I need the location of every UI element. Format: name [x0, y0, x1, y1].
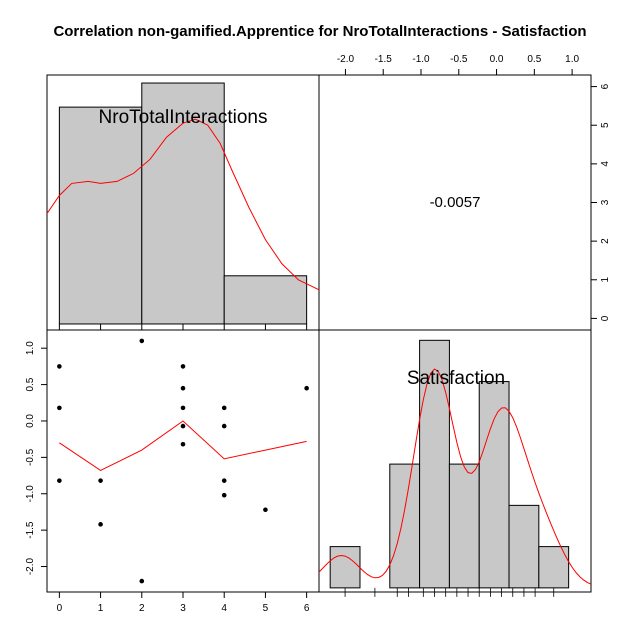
- panel-bottom-left-frame: [46, 329, 320, 593]
- x-tick-label: 0.0: [490, 54, 504, 65]
- scatter-point: [180, 364, 186, 369]
- x-tick-label: 4: [221, 603, 227, 614]
- y-tick-label: -1.5: [25, 521, 36, 539]
- y-tick-label: -2.0: [25, 557, 36, 575]
- y-tick-label: 1.0: [25, 341, 36, 355]
- x-tick-label: 0: [57, 603, 63, 614]
- histogram-bar: [389, 463, 421, 589]
- x-tick-label: -0.5: [450, 54, 468, 65]
- x-tick-label: 3: [180, 603, 186, 614]
- y-tick-label: 6: [600, 83, 611, 89]
- x-tick-label: 5: [263, 603, 269, 614]
- histogram-bar: [478, 381, 510, 589]
- satisfaction-variable-label: Satisfaction: [407, 368, 505, 389]
- histogram-satisfaction-bars: [329, 339, 570, 589]
- scatter-point: [221, 478, 227, 483]
- y-tick-label: 4: [600, 161, 611, 167]
- y-tick-label: -1.0: [25, 485, 36, 503]
- y-tick-label: 0.5: [25, 377, 36, 391]
- x-tick-label: -1.5: [375, 54, 393, 65]
- y-tick-label: 2: [600, 238, 611, 244]
- x-tick-label: -2.0: [337, 54, 355, 65]
- scatter-point: [98, 522, 103, 527]
- y-tick-label: 5: [600, 122, 611, 128]
- y-tick-label: 0: [600, 315, 611, 321]
- scatter-point: [98, 478, 103, 483]
- scatter-point: [263, 507, 268, 513]
- histogram-bar: [508, 504, 540, 589]
- axes: 0 1 2 3 4 5 6 -2.0 -1.5 -1.0 -0.5 0.0 0.5 1.0 -2.0 -1.5…: [25, 54, 611, 614]
- scatter-smooth-line: [59, 420, 307, 472]
- scatter-point: [57, 405, 62, 411]
- satisfaction-density-line: [318, 368, 592, 585]
- x-tick-label: 0.5: [527, 54, 541, 65]
- scatter-point: [57, 478, 62, 483]
- scatter-point: [180, 441, 186, 447]
- correlation-value: -0.0057: [430, 194, 481, 211]
- scatter-points: [57, 338, 309, 584]
- scatter-point: [139, 578, 145, 584]
- panel-bottom-right-frame: [318, 329, 592, 593]
- scatter-point: [221, 405, 227, 411]
- histogram-bar: [419, 339, 450, 589]
- scatter-point: [221, 492, 227, 498]
- y-tick-label: -0.5: [25, 448, 36, 466]
- scatter-point: [57, 364, 62, 369]
- histogram-nrototal-bars: [58, 82, 308, 325]
- chart-title: Correlation non-gamified.Apprentice for …: [53, 23, 586, 40]
- scatter-point: [180, 423, 186, 429]
- nrototal-variable-label: NroTotalInteractions: [99, 107, 268, 128]
- histogram-bar: [448, 463, 480, 589]
- x-tick-label: -1.0: [412, 54, 430, 65]
- scatter-point: [139, 338, 145, 344]
- y-tick-label: 0.0: [25, 414, 36, 428]
- y-tick-label: 3: [600, 199, 611, 205]
- histogram-bar: [329, 546, 361, 589]
- histogram-bar: [58, 106, 143, 325]
- scatter-point: [180, 405, 186, 411]
- x-tick-label: 6: [304, 603, 310, 614]
- scatter-point: [180, 385, 186, 391]
- scatter-point: [304, 385, 309, 391]
- y-tick-label: 1: [600, 277, 611, 283]
- x-tick-label: 1: [98, 603, 104, 614]
- nrototal-density-line: [46, 118, 320, 291]
- histogram-bar: [223, 275, 308, 325]
- x-tick-label: 2: [139, 603, 145, 614]
- x-tick-label: 1.0: [565, 54, 579, 65]
- scatter-point: [221, 423, 227, 429]
